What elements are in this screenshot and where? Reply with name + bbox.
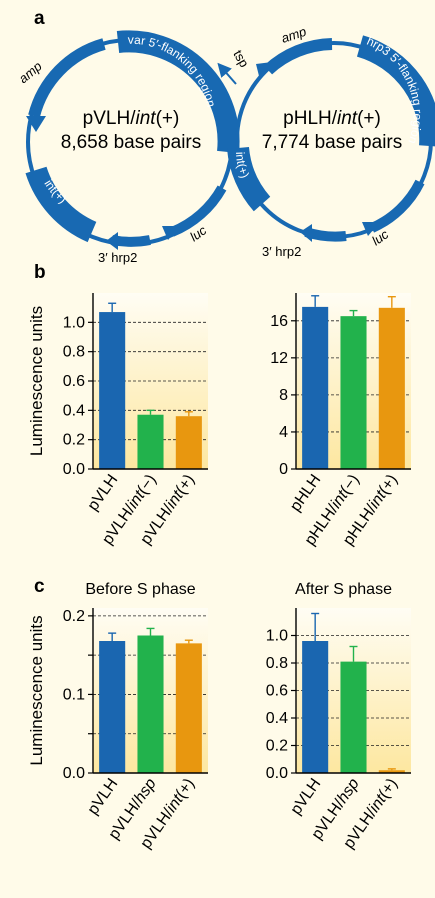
y-axis-title: Luminescence units: [27, 306, 46, 456]
category-label: pVLH: [288, 776, 325, 819]
y-tick-label: 0.0: [63, 765, 85, 782]
panel-letter-b: b: [34, 262, 46, 283]
panel-letter-c: c: [34, 576, 45, 597]
y-tick-label: 0.2: [266, 738, 288, 755]
hrp2-label: 3′ hrp2: [262, 244, 301, 259]
int-label: int(+): [233, 151, 252, 180]
plasmid-map-pvlh: var 5′-flanking region amp int(+) 3′ hrp…: [16, 30, 252, 265]
plasmid-size: 7,774 base pairs: [262, 132, 403, 153]
int-arc: [227, 146, 271, 212]
amp-label: amp: [279, 24, 308, 46]
bar: [99, 312, 126, 469]
y-axis-title: Luminescence units: [27, 615, 46, 765]
chart-c-before-s-phase: 0.00.10.2pVLHpVLH/hsppVLH/int(+)Luminesc…: [27, 581, 208, 852]
y-tick-label: 0.6: [63, 373, 85, 390]
hrp2-arrow-icon: [300, 224, 312, 242]
plasmid-map-phlh: hrp3 5′-flanking region amp int(+) 3′ hr…: [227, 24, 435, 259]
tsp-label: tsp: [230, 47, 252, 70]
amp-arrow-icon: [26, 116, 46, 132]
amp-arc: [263, 38, 333, 75]
category-label: pVLH: [85, 472, 122, 515]
y-tick-label: 0.0: [63, 461, 85, 478]
bar: [378, 770, 405, 773]
y-tick-label: 1.0: [63, 314, 85, 331]
hrp2-label: 3′ hrp2: [98, 250, 137, 265]
bar: [175, 416, 202, 469]
y-tick-label: 8: [279, 387, 288, 404]
plasmid-name: pVLH/int(+): [83, 108, 180, 129]
bar: [302, 306, 329, 469]
amp-arc: [28, 38, 106, 118]
chart-c-after-s-phase: 0.00.20.40.60.81.0pVLHpVLH/hsppVLH/int(+…: [266, 581, 411, 852]
category-label: pHLH: [287, 472, 324, 515]
luc-arrow-icon: [162, 226, 180, 240]
bar: [378, 307, 405, 469]
y-tick-label: 12: [270, 350, 288, 367]
plasmid-name: pHLH/int(+): [283, 108, 381, 129]
bar: [175, 643, 202, 773]
y-tick-label: 16: [270, 313, 288, 330]
bar: [137, 414, 164, 469]
y-tick-label: 0.4: [266, 710, 288, 727]
y-tick-label: 0.1: [63, 686, 85, 703]
chart-b-pvlh: 0.00.20.40.60.81.0pVLHpVLH/int(−)pVLH/in…: [27, 293, 208, 548]
y-tick-label: 0.8: [266, 655, 288, 672]
bar: [340, 661, 367, 773]
y-tick-label: 0.0: [266, 765, 288, 782]
hrp2-arrow-icon: [106, 232, 118, 250]
luc-arc: [170, 185, 227, 237]
y-tick-label: 4: [279, 424, 288, 441]
amp-label: amp: [16, 58, 45, 86]
bar: [340, 316, 367, 469]
category-label: pVLH: [85, 776, 122, 819]
amp-arrow-icon: [256, 62, 272, 80]
y-tick-label: 0.2: [63, 608, 85, 625]
y-tick-label: 0.8: [63, 344, 85, 361]
bar: [302, 641, 329, 773]
tsp-arrow-icon: [217, 62, 237, 85]
y-tick-label: 1.0: [266, 628, 288, 645]
bar: [137, 635, 164, 773]
luc-arrow-icon: [362, 222, 380, 236]
y-tick-label: 0.2: [63, 432, 85, 449]
bar: [99, 641, 126, 773]
y-tick-label: 0.6: [266, 683, 288, 700]
int-arc: [25, 166, 97, 243]
luc-arc: [369, 179, 425, 233]
plasmid-size: 8,658 base pairs: [61, 132, 202, 153]
y-tick-label: 0: [279, 461, 288, 478]
chart-title: Before S phase: [85, 581, 195, 598]
flank-region-arc: [116, 30, 240, 154]
y-tick-label: 0.4: [63, 402, 85, 419]
flank-region-arc: [356, 35, 435, 147]
panel-letter-a: a: [34, 8, 45, 29]
chart-title: After S phase: [295, 581, 392, 598]
